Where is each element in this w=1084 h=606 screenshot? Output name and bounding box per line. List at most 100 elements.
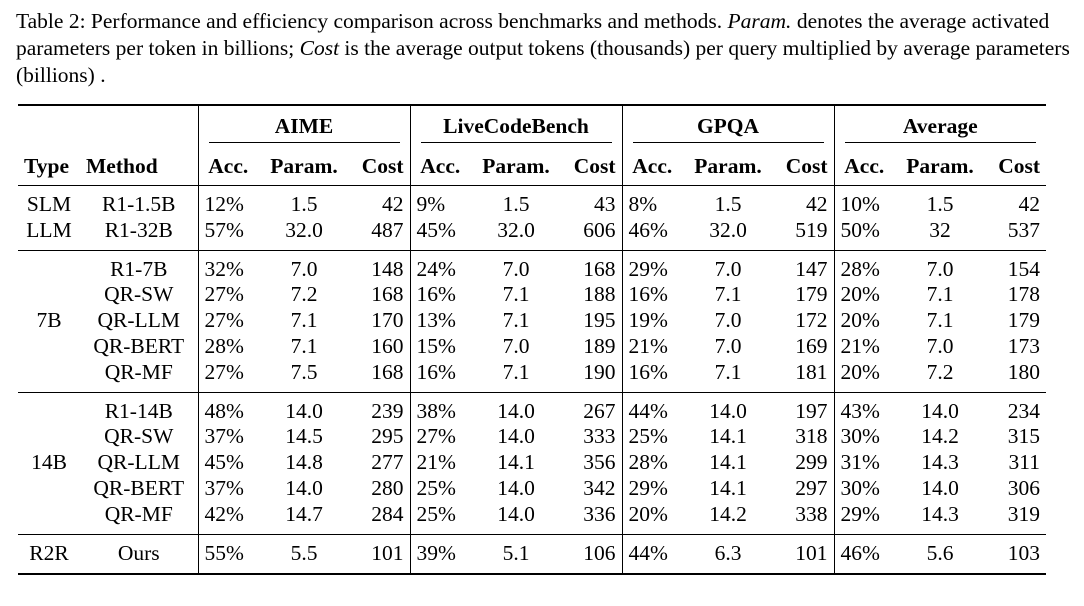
acc-cell: 37%	[204, 424, 244, 449]
acc-cell: 16%	[416, 359, 456, 384]
caption-text: Table 2: Performance and efficiency comp…	[16, 9, 728, 33]
cost-cell: 173	[1007, 333, 1040, 358]
acc-cell: 28%	[204, 333, 244, 358]
acc-cell: 45%	[416, 217, 456, 242]
acc-cell: 44%	[622, 533, 682, 575]
acc-cell: 10%	[834, 184, 894, 218]
type-cell	[18, 502, 80, 534]
cost-cell: 338	[774, 501, 835, 535]
cost-cell: 181	[774, 359, 835, 393]
acc-cell: 43%	[834, 391, 894, 425]
acc-cell: 16%	[628, 282, 668, 307]
acc-cell: 20%	[840, 308, 880, 333]
cost-cell: 356	[562, 450, 623, 476]
param-cell: 7.1	[502, 308, 530, 333]
acc-cell: 29%	[622, 249, 682, 283]
method-cell: R1-14B	[80, 391, 199, 425]
param-cell: 7.0	[714, 308, 742, 333]
acc-cell: 57%	[204, 217, 244, 242]
param-cell: 7.2	[290, 282, 318, 307]
cost-cell: 42	[986, 184, 1046, 218]
table-row: QR-SW 27% 7.2 168 16% 7.1 188 16% 7.1 179 20% 7.1 17…	[18, 282, 1046, 309]
param-cell: 14.3	[921, 450, 959, 475]
cost-cell: 168	[562, 249, 623, 283]
method-cell: R1-7B	[80, 249, 199, 283]
col-header-acc: Acc.	[208, 153, 249, 178]
column-header-row: Type Method Acc. Param. Cost Acc. Param.…	[18, 147, 1046, 186]
caption-param-term: Param.	[727, 9, 792, 33]
acc-cell: 28%	[628, 450, 668, 475]
param-cell: 7.0	[714, 333, 742, 358]
table-row: SLM R1-1.5B 12% 1.5 42 9% 1.5 43 8% 1.5 42 10% 1.5 42	[18, 184, 1046, 218]
param-cell: 1.5	[258, 184, 350, 218]
cost-cell: 172	[774, 308, 835, 334]
param-cell: 7.1	[714, 282, 742, 307]
param-cell: 14.0	[497, 501, 535, 526]
cost-cell: 189	[562, 333, 623, 360]
param-cell: 14.7	[285, 501, 323, 526]
param-cell: 5.1	[470, 533, 562, 575]
acc-cell: 39%	[410, 533, 470, 575]
param-cell: 14.0	[894, 391, 986, 425]
cost-cell: 487	[350, 217, 411, 251]
cost-cell: 42	[774, 184, 835, 218]
acc-cell: 25%	[416, 501, 456, 526]
acc-cell: 9%	[410, 184, 470, 218]
type-cell	[18, 282, 80, 308]
table-row: 14B QR-LLM 45% 14.8 277 21% 14.1 356 28% 14.1 299 3…	[18, 450, 1046, 476]
method-cell: QR-LLM	[80, 308, 199, 334]
acc-cell: 27%	[204, 308, 244, 333]
table-row: QR-SW 37% 14.5 295 27% 14.0 333 25% 14.1 318 30% 14…	[18, 424, 1046, 451]
cost-cell: 333	[562, 424, 623, 451]
cost-cell: 179	[1007, 308, 1040, 333]
cost-cell: 277	[350, 450, 411, 476]
param-cell: 7.0	[926, 333, 954, 358]
param-cell: 14.1	[497, 450, 535, 475]
col-header-param: Param.	[270, 153, 338, 178]
param-cell: 7.1	[926, 282, 954, 307]
acc-cell: 21%	[840, 333, 880, 358]
acc-cell: 31%	[840, 450, 880, 475]
results-table: AIME LiveCodeBench GPQA Average Type Met…	[18, 104, 1046, 575]
acc-cell: 46%	[628, 217, 668, 242]
cost-cell: 178	[1007, 282, 1040, 307]
cost-cell: 190	[562, 359, 623, 393]
type-cell	[18, 360, 80, 392]
caption-text: is the average output tokens (thousands)…	[16, 36, 1070, 87]
acc-cell: 27%	[204, 282, 244, 307]
caption-cost-term: Cost	[299, 36, 340, 60]
cost-cell: 234	[986, 391, 1046, 425]
benchmark-header-average: Average	[834, 104, 1046, 147]
acc-cell: 24%	[410, 249, 470, 283]
cost-cell: 299	[774, 450, 835, 476]
table-caption: Table 2: Performance and efficiency comp…	[16, 8, 1074, 89]
acc-cell: 28%	[834, 249, 894, 283]
benchmark-header-gpqa: GPQA	[622, 104, 835, 147]
col-header-acc: Acc.	[844, 153, 885, 178]
acc-cell: 21%	[628, 333, 668, 358]
param-cell: 14.0	[285, 475, 323, 500]
param-cell: 14.0	[497, 475, 535, 500]
cost-cell: 169	[774, 333, 835, 360]
benchmark-header-row: AIME LiveCodeBench GPQA Average	[18, 104, 1046, 147]
acc-cell: 19%	[628, 308, 668, 333]
acc-cell: 44%	[622, 391, 682, 425]
param-cell: 7.2	[926, 359, 954, 384]
cost-cell: 311	[1008, 450, 1040, 475]
method-cell: QR-LLM	[80, 450, 199, 476]
cost-cell: 306	[1007, 475, 1040, 500]
method-cell: R1-1.5B	[80, 184, 199, 218]
table-row: QR-MF 42% 14.7 284 25% 14.0 336 20% 14.2 338 29% 14…	[18, 501, 1046, 535]
col-header-param: Param.	[694, 153, 762, 178]
col-header-method: Method	[80, 147, 199, 186]
cost-cell: 101	[774, 533, 835, 575]
cost-cell: 284	[350, 501, 411, 535]
param-cell: 14.5	[285, 424, 323, 449]
acc-cell: 48%	[198, 391, 258, 425]
param-cell: 32.0	[285, 217, 323, 242]
col-header-cost: Cost	[774, 147, 835, 186]
method-cell: QR-BERT	[80, 475, 199, 502]
table-row: LLM R1-32B 57% 32.0 487 45% 32.0 606 46% 32.0 519 5…	[18, 217, 1046, 251]
cost-cell: 148	[350, 249, 411, 283]
param-cell: 14.2	[709, 501, 747, 526]
